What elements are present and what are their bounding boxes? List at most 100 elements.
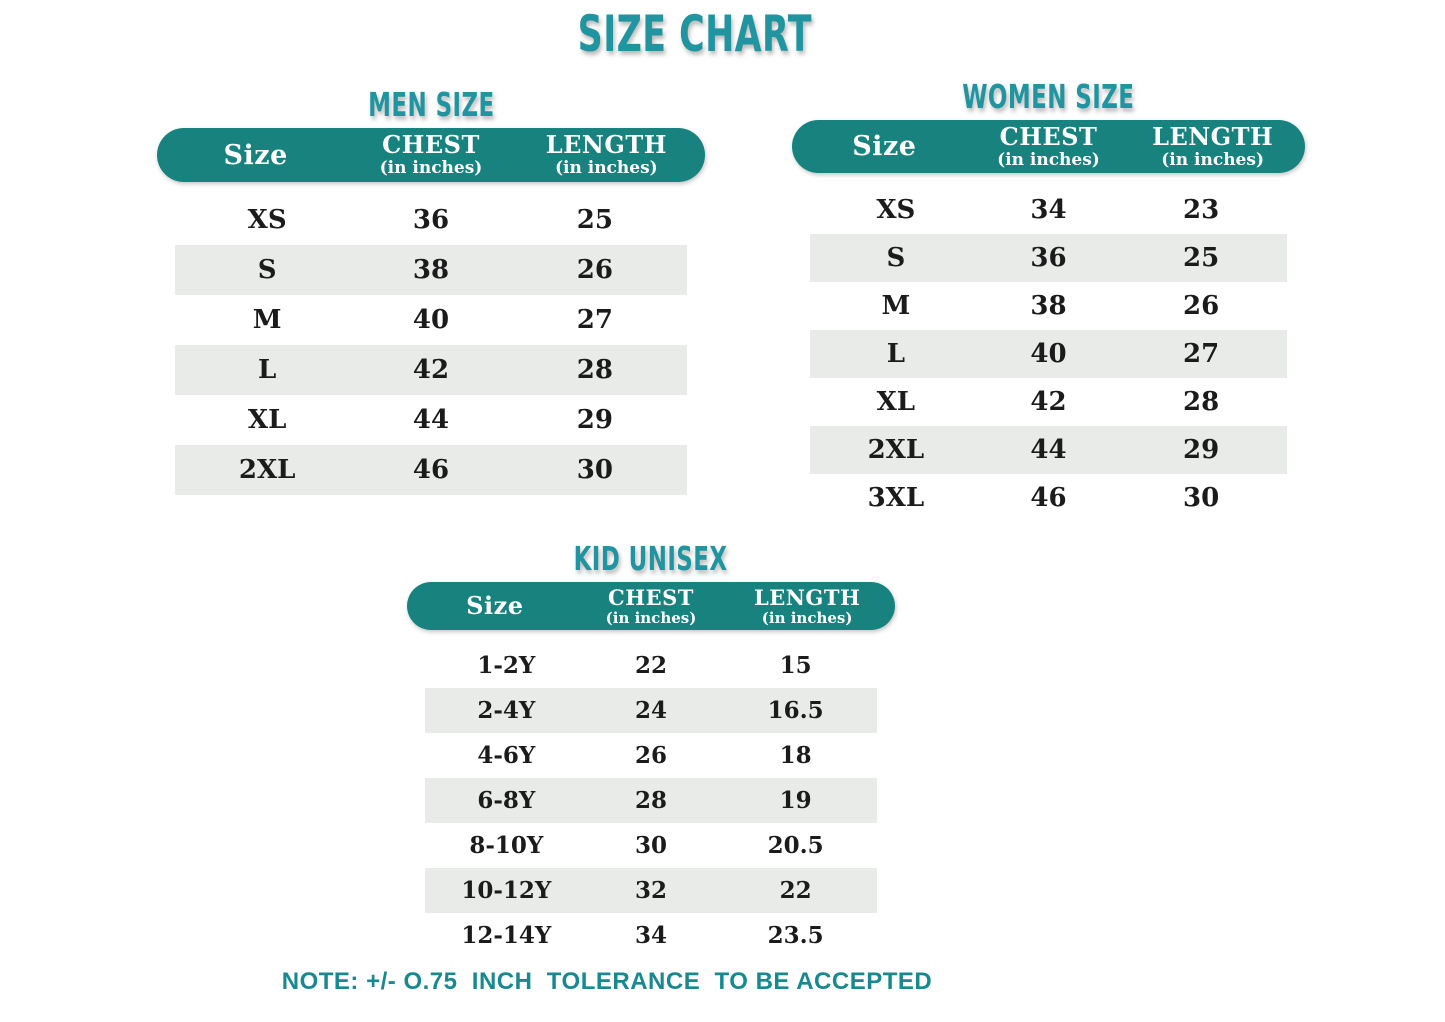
length-cell: 18 (779, 742, 812, 769)
chest-cell: 46 (1030, 483, 1067, 513)
size-cell: S (886, 243, 906, 273)
men-table-rows: XS 36 25 S 38 26 M 40 27 L 42 28 XL 44 29 2XL 46 30 (157, 195, 705, 495)
men-column-header-length: LENGTH (in inches) (508, 133, 705, 177)
kid-column-header-size: Size (407, 594, 583, 618)
table-row: XL 44 29 (175, 395, 687, 445)
kid-column-header-chest: CHEST (in inches) (583, 587, 720, 626)
table-row: XL 42 28 (810, 378, 1287, 426)
table-row: 1-2Y 22 15 (425, 643, 877, 688)
kid-unisex-table: KID UNISEX Size CHEST (in inches) LENGTH… (407, 540, 895, 958)
length-cell: 27 (576, 305, 613, 335)
size-cell: 3XL (867, 483, 925, 513)
size-column-label: Size (852, 131, 917, 162)
women-table-header-row: Size CHEST (in inches) LENGTH (in inches… (792, 120, 1305, 173)
length-cell: 30 (1183, 483, 1220, 513)
table-row: 4-6Y 26 18 (425, 733, 877, 778)
kid-table-rows: 1-2Y 22 15 2-4Y 24 16.5 4-6Y 26 18 6-8Y 28 19 8-10Y 3… (407, 643, 895, 958)
women-size-heading-wrap: WOMEN SIZE (792, 78, 1305, 120)
size-cell: 12-14Y (461, 922, 552, 949)
men-size-heading-wrap: MEN SIZE (157, 86, 705, 128)
size-cell: 4-6Y (477, 742, 536, 769)
length-cell: 26 (1183, 291, 1220, 321)
size-cell: S (257, 255, 277, 285)
length-cell: 20.5 (767, 832, 824, 859)
chest-cell: 34 (1030, 195, 1067, 225)
size-cell: XS (876, 195, 916, 225)
women-column-header-size: Size (792, 133, 977, 160)
table-row: 8-10Y 30 20.5 (425, 823, 877, 868)
chest-column-label: CHEST (382, 130, 480, 159)
length-cell: 28 (1183, 387, 1220, 417)
chest-cell: 22 (634, 652, 667, 679)
length-column-sublabel: (in inches) (1161, 149, 1264, 170)
chest-column-label: CHEST (999, 121, 1098, 151)
tolerance-note: NOTE: +/- O.75 INCH TOLERANCE TO BE ACCE… (281, 968, 933, 995)
size-cell: 2XL (867, 435, 925, 465)
length-cell: 19 (779, 787, 812, 814)
size-cell: L (886, 339, 905, 369)
size-cell: 6-8Y (477, 787, 536, 814)
women-column-header-chest: CHEST (in inches) (977, 121, 1121, 169)
table-row: S 38 26 (175, 245, 687, 295)
table-row: M 38 26 (810, 282, 1287, 330)
size-column-label: Size (223, 139, 288, 171)
length-cell: 30 (576, 455, 613, 485)
length-column-sublabel: (in inches) (761, 608, 853, 627)
chest-cell: 36 (412, 205, 450, 235)
size-column-label: Size (466, 591, 524, 620)
table-row: XS 36 25 (175, 195, 687, 245)
length-cell: 16.5 (767, 697, 824, 724)
men-size-table: MEN SIZE Size CHEST (in inches) LENGTH (… (157, 86, 705, 495)
length-cell: 15 (779, 652, 812, 679)
kid-unisex-heading-wrap: KID UNISEX (407, 540, 895, 582)
chest-cell: 38 (412, 255, 450, 285)
chest-column-sublabel: (in inches) (379, 158, 483, 178)
kid-table-header-row: Size CHEST (in inches) LENGTH (in inches… (407, 582, 895, 630)
chest-cell: 30 (634, 832, 667, 859)
chest-cell: 44 (1030, 435, 1067, 465)
chest-cell: 40 (412, 305, 450, 335)
length-cell: 26 (576, 255, 613, 285)
table-row: L 42 28 (175, 345, 687, 395)
chest-column-sublabel: (in inches) (605, 608, 697, 627)
length-column-label: LENGTH (753, 584, 861, 610)
size-cell: 1-2Y (477, 652, 536, 679)
length-cell: 25 (576, 205, 613, 235)
length-cell: 23.5 (767, 922, 824, 949)
size-cell: XL (247, 405, 287, 435)
length-cell: 22 (779, 877, 812, 904)
chest-column-label: CHEST (608, 584, 694, 610)
women-column-header-length: LENGTH (in inches) (1120, 124, 1305, 170)
men-column-header-chest: CHEST (in inches) (354, 133, 507, 177)
page-title: SIZE CHART (577, 4, 813, 64)
table-row: 2XL 44 29 (810, 426, 1287, 474)
women-table-rows: XS 34 23 S 36 25 M 38 26 L 40 27 XL 42 28 2XL 44 29 3XL 46 3… (792, 186, 1305, 522)
women-size-table: WOMEN SIZE Size CHEST (in inches) LENGTH… (792, 78, 1305, 522)
table-row: 2XL 46 30 (175, 445, 687, 495)
length-cell: 29 (576, 405, 613, 435)
chest-cell: 38 (1030, 291, 1067, 321)
size-cell: M (881, 291, 911, 321)
table-row: 10-12Y 32 22 (425, 868, 877, 913)
chest-cell: 28 (634, 787, 667, 814)
chest-cell: 36 (1030, 243, 1067, 273)
table-row: L 40 27 (810, 330, 1287, 378)
length-column-label: LENGTH (545, 130, 667, 159)
women-size-heading: WOMEN SIZE (962, 78, 1135, 117)
chest-cell: 32 (634, 877, 667, 904)
men-column-header-size: Size (157, 142, 354, 169)
size-cell: 8-10Y (469, 832, 544, 859)
size-cell: XS (247, 205, 287, 235)
table-row: M 40 27 (175, 295, 687, 345)
chest-cell: 40 (1030, 339, 1067, 369)
length-cell: 27 (1183, 339, 1220, 369)
chest-cell: 34 (634, 922, 667, 949)
table-row: 12-14Y 34 23.5 (425, 913, 877, 958)
kid-unisex-heading: KID UNISEX (574, 540, 728, 579)
chest-cell: 46 (412, 455, 450, 485)
size-cell: M (252, 305, 282, 335)
chest-cell: 24 (634, 697, 667, 724)
length-cell: 29 (1183, 435, 1220, 465)
chest-cell: 42 (1030, 387, 1067, 417)
